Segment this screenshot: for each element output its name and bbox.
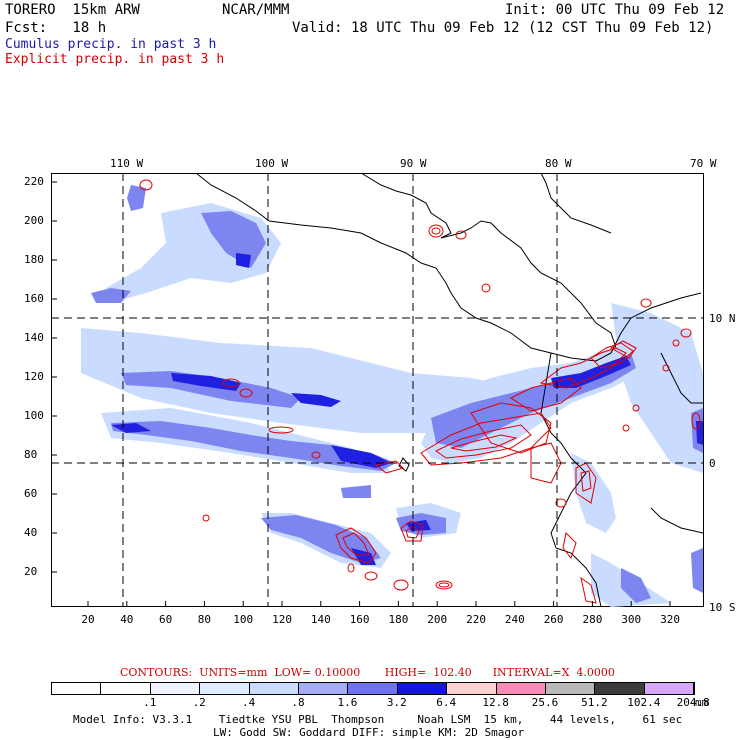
x-tick-label: 160 — [349, 613, 370, 626]
lat-label-10s: 10 S — [709, 601, 736, 614]
colorbar-label: 204.8 — [676, 696, 710, 709]
colorbar-unit: mm — [695, 696, 709, 709]
y-tick-label: 140 — [24, 331, 44, 344]
lat-lon-grid — [51, 173, 704, 607]
y-tick-label: 100 — [24, 409, 44, 422]
colorbar-label: 102.4 — [627, 696, 661, 709]
y-tick-label: 220 — [24, 175, 44, 188]
x-tick-label: 80 — [197, 613, 212, 626]
lon-label-110w: 110 W — [110, 157, 144, 170]
y-tick-label: 180 — [24, 253, 44, 266]
coastlines — [195, 173, 704, 607]
colorbar-cell — [348, 683, 398, 694]
x-tick-label: 240 — [504, 613, 525, 626]
colorbar-cell — [595, 683, 645, 694]
x-tick-label: 140 — [310, 613, 331, 626]
colorbar-label: .2 — [192, 696, 206, 709]
lat-label-10n: 10 N — [709, 312, 736, 325]
y-tick-label: 40 — [24, 526, 38, 539]
x-tick-label: 100 — [233, 613, 254, 626]
colorbar-label: .4 — [241, 696, 256, 709]
colorbar-label: 6.4 — [436, 696, 457, 709]
model-info-line2: LW: Godd SW: Goddard DIFF: simple KM: 2D… — [213, 726, 525, 739]
colorbar-label: 1.6 — [337, 696, 358, 709]
contour-info: CONTOURS: UNITS=mm LOW= 0.10000 HIGH= 10… — [120, 666, 615, 679]
x-tick-label: 320 — [660, 613, 680, 626]
x-tick-label: 180 — [388, 613, 409, 626]
colorbar-label: .1 — [143, 696, 157, 709]
colorbar-cell — [52, 683, 102, 694]
x-tick-label: 20 — [81, 613, 95, 626]
cumulus-legend: Cumulus precip. in past 3 h — [5, 37, 217, 52]
colorbar-label: .8 — [291, 696, 305, 709]
lon-label-70w: 70 W — [690, 157, 717, 170]
colorbar-cell — [397, 683, 448, 694]
explicit-legend: Explicit precip. in past 3 h — [5, 52, 225, 67]
x-tick-label: 60 — [159, 613, 173, 626]
precip-map — [51, 173, 704, 607]
colorbar-cell — [249, 683, 299, 694]
y-tick-label: 60 — [24, 487, 38, 500]
x-tick-label: 120 — [272, 613, 292, 626]
explicit-contours — [139, 179, 701, 604]
precip-heavy-areas — [111, 253, 703, 565]
center-label: NCAR/MMM — [222, 2, 290, 18]
lon-label-80w: 80 W — [545, 157, 572, 170]
colorbar-label: 51.2 — [581, 696, 608, 709]
y-tick-label: 20 — [24, 565, 38, 578]
x-tick-label: 260 — [543, 613, 564, 626]
y-tick-label: 200 — [24, 214, 44, 227]
colorbar-cell — [298, 683, 349, 694]
valid-time: Valid: 18 UTC Thu 09 Feb 12 (12 CST Thu … — [292, 20, 714, 36]
colorbar-cell — [200, 683, 250, 694]
colorbar-cell — [101, 683, 151, 694]
colorbar-label: 3.2 — [386, 696, 407, 709]
x-tick-label: 300 — [621, 613, 642, 626]
colorbar — [51, 682, 696, 695]
y-tick-label: 120 — [24, 370, 44, 383]
colorbar-label: 12.8 — [482, 696, 509, 709]
model-info-line1: Model Info: V3.3.1 Tiedtke YSU PBL Thomp… — [73, 713, 683, 726]
y-tick-label: 160 — [24, 292, 44, 305]
init-time: Init: 00 UTC Thu 09 Feb 12 — [505, 2, 725, 18]
x-tick-label: 200 — [427, 613, 448, 626]
colorbar-label: 25.6 — [531, 696, 559, 709]
colorbar-cell — [447, 683, 497, 694]
forecast-hour: Fcst: 18 h — [5, 20, 107, 36]
model-title: TORERO 15km ARW — [5, 2, 140, 18]
x-tick-label: 280 — [582, 613, 603, 626]
y-tick-label: 80 — [24, 448, 38, 461]
x-tick-label: 40 — [120, 613, 134, 626]
colorbar-cell — [545, 683, 596, 694]
colorbar-cell — [644, 683, 695, 694]
lat-label-0: 0 — [709, 457, 716, 470]
lon-label-90w: 90 W — [400, 157, 427, 170]
precip-mid-areas — [91, 185, 703, 603]
colorbar-cell — [496, 683, 546, 694]
x-tick-label: 220 — [466, 613, 486, 626]
colorbar-cell — [150, 683, 201, 694]
lon-label-100w: 100 W — [255, 157, 289, 170]
